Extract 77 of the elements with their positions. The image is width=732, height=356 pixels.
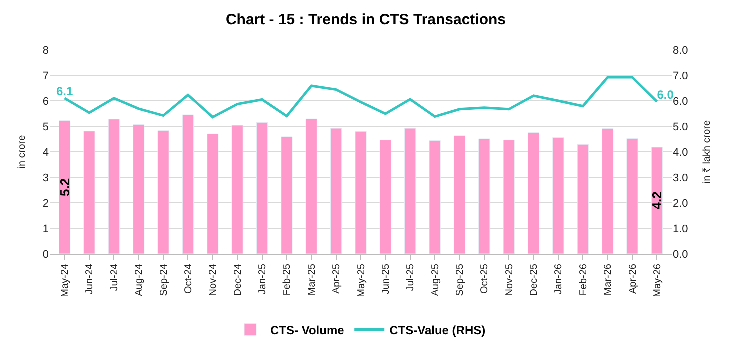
x-tick-label: Feb-26 [578,264,590,296]
x-tick-label: Apr-25 [332,264,343,294]
x-tick-label: Nov-24 [208,264,220,296]
x-tick-label: May-24 [60,264,72,298]
y2-tick-label: 3.0 [673,172,688,184]
x-tick-label: Feb-25 [282,264,294,296]
y2-tick-label: 6.0 [673,96,688,108]
y-tick-label: 1 [42,223,49,236]
bar [232,125,244,254]
bar [503,140,515,254]
bar [133,124,145,254]
y2-tick-label: 8.0 [673,44,688,57]
bar [552,137,564,254]
data-label: 5.2 [57,178,72,196]
x-tick-label: Dec-25 [529,264,540,296]
y-tick-label: 2 [42,198,49,210]
bar [59,120,71,254]
y2-tick-label: 4.0 [673,146,688,159]
bar [651,147,663,254]
x-tick-label: Jun-25 [380,264,392,295]
x-tick-label: Oct-24 [183,264,194,294]
y-tick-label: 8 [42,44,49,57]
x-tick-label: Sep-24 [158,264,170,296]
y-tick-label: 0 [42,248,49,261]
x-tick-label: Dec-24 [232,264,244,296]
bar [207,134,219,254]
bar [478,138,490,254]
bar [577,144,589,254]
bar [626,138,638,254]
x-tick-label: May-25 [356,264,368,298]
y2-tick-label: 5.0 [673,121,688,134]
x-tick-label: Mar-26 [603,264,614,296]
y2-tick-label: 7.0 [673,70,688,82]
x-tick-label: Mar-25 [306,264,318,296]
y-tick-label: 5 [42,121,49,134]
x-tick-label: Jan-25 [258,264,269,295]
bar [355,131,367,254]
bar [158,130,170,254]
bar [602,128,614,254]
y-tick-label: 3 [42,172,49,184]
x-tick-label: Aug-24 [134,264,146,296]
y2-axis-title: in ₹ lakh crore [702,120,713,184]
x-tick-label: Jan-26 [554,264,565,295]
chart-title: Chart - 15 : Trends in CTS Transactions [226,12,506,29]
y2-tick-label: 1.0 [673,223,688,236]
y2-tick-label: 2.0 [673,198,688,210]
x-tick-label: Sep-25 [454,264,466,296]
legend-label: CTS- Volume [270,323,345,338]
y-tick-label: 7 [42,70,49,82]
y-tick-label: 4 [42,146,49,159]
bar [281,136,293,254]
bar [182,114,194,254]
bar [404,128,416,254]
x-tick-label: Jul-24 [109,264,120,292]
y2-tick-label: 0.0 [673,248,688,261]
bar [256,122,268,254]
y-tick-label: 6 [42,96,49,108]
legend-label: CTS-Value (RHS) [390,323,486,338]
x-tick-label: Jul-25 [406,264,417,292]
bar [306,118,318,254]
bar [330,128,342,254]
bar [429,140,441,254]
bar [454,136,466,254]
data-label: 4.2 [650,192,665,210]
x-tick-label: Apr-26 [628,264,639,294]
x-tick-label: May-26 [652,264,664,298]
bar [528,132,540,254]
y-axis-title: in crore [16,134,28,169]
data-label: 6.0 [657,88,674,102]
bar [84,131,96,254]
x-tick-label: Oct-25 [480,264,491,294]
x-tick-label: Aug-25 [430,264,442,296]
bar [380,140,392,254]
x-tick-label: Jun-24 [84,264,96,295]
x-tick-label: Nov-25 [504,264,516,296]
data-label: 6.1 [56,84,74,98]
bar [108,119,120,254]
